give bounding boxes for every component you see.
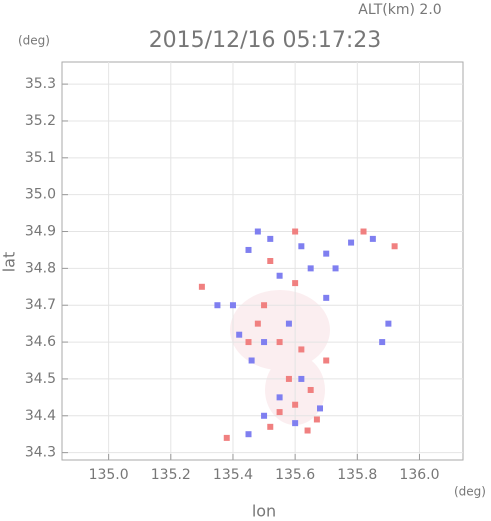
echo-point [317, 405, 324, 412]
y-tick-label: 34.8 [25, 260, 56, 276]
echo-point [276, 394, 283, 401]
y-tick-label: 34.7 [25, 297, 56, 313]
echo-point [248, 357, 255, 364]
x-tick-label: 135.8 [337, 467, 377, 483]
echo-point [360, 228, 367, 235]
plot-frame [61, 61, 464, 461]
echo-point [245, 339, 252, 346]
echo-point [276, 339, 283, 346]
altitude-annotation: ALT(km) 2.0 [358, 2, 441, 18]
echo-point [285, 375, 292, 382]
y-tick-label: 34.6 [25, 334, 56, 350]
x-tick-label: 135.2 [151, 467, 191, 483]
echo-point [323, 357, 330, 364]
x-tick-label: 135.0 [89, 467, 129, 483]
y-tick-label: 34.4 [25, 408, 56, 424]
y-unit: (deg) [18, 34, 50, 48]
echo-point [323, 294, 330, 301]
y-tick-label: 35.0 [25, 187, 56, 203]
echo-point [254, 228, 261, 235]
y-tick-label: 34.3 [25, 445, 56, 461]
x-tick-label: 135.6 [275, 467, 315, 483]
echo-point [292, 228, 299, 235]
echo-point [285, 320, 292, 327]
echo-point [292, 280, 299, 287]
echo-point [261, 302, 268, 309]
x-axis-label: lon [252, 502, 276, 521]
echo-point [369, 235, 376, 242]
echo-haze [230, 290, 330, 370]
y-tick-label: 35.1 [25, 150, 56, 166]
echo-point [292, 420, 299, 427]
echo-point [307, 265, 314, 272]
echo-point [348, 239, 355, 246]
x-tick-label: 136.0 [399, 467, 439, 483]
echo-point [298, 375, 305, 382]
echo-point [229, 302, 236, 309]
echo-point [307, 386, 314, 393]
echo-point [391, 243, 398, 250]
echo-point [223, 434, 230, 441]
echo-point [254, 320, 261, 327]
y-tick-label: 35.3 [25, 76, 56, 92]
echo-point [261, 339, 268, 346]
echo-point [261, 412, 268, 419]
y-tick-label: 34.9 [25, 224, 56, 240]
echo-point [292, 401, 299, 408]
echo-point [267, 423, 274, 430]
echo-point [313, 416, 320, 423]
y-axis-label: lat [0, 252, 19, 273]
echo-point [379, 339, 386, 346]
chart-title: 2015/12/16 05:17:23 [149, 28, 382, 53]
echo-point [267, 258, 274, 264]
echo-point [236, 331, 243, 338]
echo-point [214, 302, 221, 309]
echo-point [276, 409, 283, 416]
echo-point [385, 320, 392, 327]
x-unit: (deg) [454, 485, 486, 499]
echo-point [332, 265, 339, 272]
y-tick-label: 34.5 [25, 371, 56, 387]
y-tick-label: 35.2 [25, 113, 56, 129]
echo-point [323, 250, 330, 257]
echo-point [276, 272, 283, 279]
echo-point [298, 243, 305, 250]
x-tick-label: 135.4 [213, 467, 253, 483]
echo-point [198, 283, 205, 290]
echo-point [245, 246, 252, 253]
echo-point [267, 235, 274, 242]
echo-point [298, 346, 305, 353]
echo-point [304, 427, 311, 434]
echo-point [245, 431, 252, 438]
